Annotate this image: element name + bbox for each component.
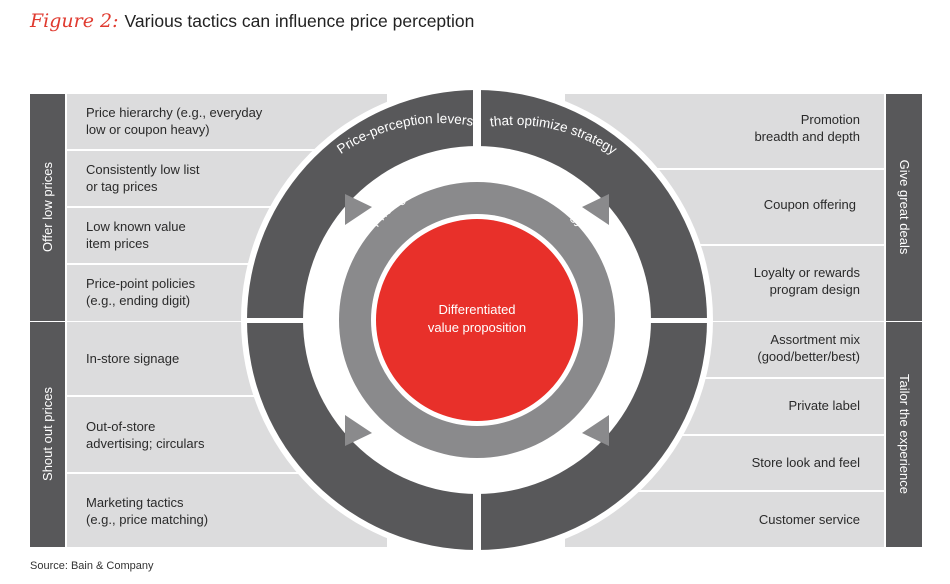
right-row-texts: Promotion breadth and depth Coupon offer… <box>752 112 861 527</box>
core-circle <box>376 219 578 421</box>
core-line-1: Differentiated <box>438 302 515 317</box>
ring-divider-top <box>473 88 481 148</box>
left-item-4-line-1: Price-point policies <box>86 276 196 291</box>
figure-title: Figure 2: Various tactics can influence p… <box>30 10 474 40</box>
ring-divider-bottom <box>473 492 481 552</box>
left-item-2-line-2: or tag prices <box>86 179 158 194</box>
left-item-2-line-1: Consistently low list <box>86 162 200 177</box>
left-item-1-line-2: low or coupon heavy) <box>86 122 210 137</box>
side-label-offer-low-prices: Offer low prices <box>40 161 55 252</box>
give-great-deals-bar <box>886 94 922 321</box>
side-label-tailor-experience: Tailor the experience <box>897 374 912 494</box>
middle-arrows <box>345 194 609 446</box>
right-item-6-line-1: Store look and feel <box>752 455 861 470</box>
left-item-5-line-1: In-store signage <box>86 351 179 366</box>
left-item-6-line-2: advertising; circulars <box>86 436 205 451</box>
arrow-top-right <box>582 194 609 225</box>
right-item-1-line-2: breadth and depth <box>754 129 860 144</box>
right-item-3-line-1: Loyalty or rewards <box>754 265 861 280</box>
left-item-4-line-2: (e.g., ending digit) <box>86 293 190 308</box>
offer-low-prices-bar <box>30 94 65 321</box>
left-item-6-line-1: Out-of-store <box>86 419 155 434</box>
left-item-7-line-1: Marketing tactics <box>86 495 184 510</box>
figure-title-text: Various tactics can influence price perc… <box>124 11 475 31</box>
right-rows <box>565 94 884 547</box>
arrow-bottom-left <box>345 415 372 446</box>
core-line-2: value proposition <box>428 320 526 335</box>
figure-label: Figure 2: <box>30 10 119 32</box>
ring-divider-right <box>650 318 710 323</box>
source-note: Source: Bain & Company <box>30 560 154 572</box>
shout-out-prices-bar <box>30 322 65 547</box>
tailor-experience-bar <box>886 322 922 547</box>
side-label-give-great-deals: Give great deals <box>897 160 912 255</box>
side-label-shout-out-prices: Shout out prices <box>40 387 55 481</box>
right-item-7-line-1: Customer service <box>759 512 860 527</box>
right-item-5-line-1: Private label <box>788 398 860 413</box>
right-item-1-line-1: Promotion <box>801 112 860 127</box>
left-item-3-line-2: item prices <box>86 236 149 251</box>
left-row-texts: Price hierarchy (e.g., everyday low or c… <box>86 105 263 527</box>
right-item-4-line-2: (good/better/best) <box>757 349 860 364</box>
right-item-3-line-2: program design <box>770 282 860 297</box>
ring-divider-left <box>245 318 305 323</box>
left-item-7-line-2: (e.g., price matching) <box>86 512 208 527</box>
arrow-top-left <box>345 194 372 225</box>
left-item-3-line-1: Low known value <box>86 219 186 234</box>
left-item-1-line-1: Price hierarchy (e.g., everyday <box>86 105 263 120</box>
right-item-4-line-1: Assortment mix <box>770 332 860 347</box>
right-item-2-line-1: Coupon offering <box>764 197 856 212</box>
arrow-bottom-right <box>582 415 609 446</box>
